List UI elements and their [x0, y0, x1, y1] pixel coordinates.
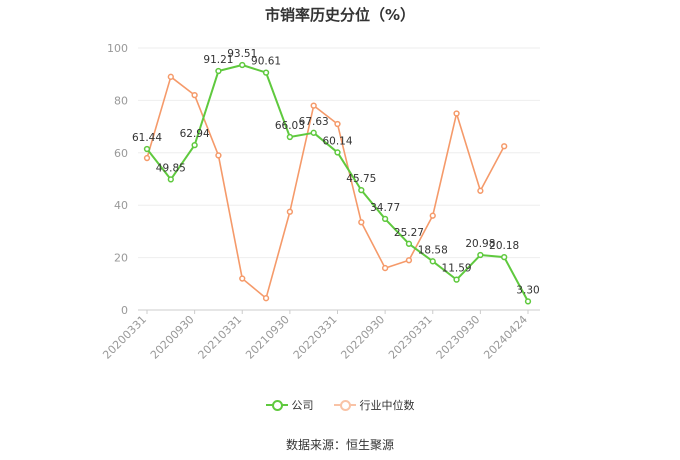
x-tick-label-20220331: 20220331 [291, 313, 340, 362]
x-tick-label-20200930: 20200930 [148, 313, 197, 362]
grid-layer [138, 47, 540, 311]
y-tick-label-20: 20 [114, 252, 128, 265]
point-company-20210930 [286, 133, 294, 141]
x-tick-label-20210930: 20210930 [243, 313, 292, 362]
data-label-company-20201231: 91.21 [203, 54, 233, 66]
point-industry-median-20220930 [381, 264, 389, 272]
data-label-company-20220930: 34.77 [370, 202, 400, 214]
legend-item-company[interactable]: 公司 [265, 397, 314, 413]
point-company-20200630 [167, 176, 174, 183]
legend: 公司 行业中位数 [0, 397, 680, 413]
point-industry-median-20221231 [405, 257, 413, 264]
point-industry-median-20231231 [501, 143, 508, 150]
point-company-20201231 [215, 67, 222, 75]
legend-label-company: 公司 [291, 399, 314, 412]
point-company-20211231 [310, 129, 317, 136]
data-label-company-20230331: 18.58 [418, 244, 448, 256]
point-company-20230630 [453, 276, 460, 283]
point-industry-median-20220630 [358, 219, 365, 226]
data-source-note: 数据来源：恒生聚源 [285, 438, 394, 452]
data-label-company-20210630: 90.61 [251, 56, 281, 68]
point-company-20200331 [143, 145, 151, 153]
point-industry-median-20220331 [334, 120, 341, 128]
legend-swatch-industry-median [333, 399, 356, 411]
x-tick-label-20200331: 20200331 [100, 313, 149, 362]
data-label-company-20230930: 20.98 [465, 238, 495, 250]
point-industry-median-20230630 [453, 110, 460, 117]
data-label-company-20231231: 20.18 [489, 240, 519, 252]
point-industry-median-20200331 [143, 154, 151, 162]
data-label-company-20221231: 25.27 [394, 227, 424, 239]
data-label-company-20200930: 62.94 [180, 128, 210, 140]
data-label-company-20210331: 93.51 [227, 48, 257, 60]
x-tick-label-20240424: 20240424 [481, 313, 530, 362]
point-company-20221231 [405, 240, 413, 247]
data-label-company-20200331: 61.44 [132, 132, 162, 144]
point-company-20200930 [191, 141, 198, 149]
point-industry-median-20211231 [310, 102, 317, 109]
x-tick-label-20230331: 20230331 [386, 313, 435, 362]
data-label-company-20220630: 45.75 [346, 173, 376, 185]
y-tick-label-40: 40 [114, 199, 128, 212]
x-tick-label-20220930: 20220930 [338, 313, 387, 362]
data-label-company-20210930: 66.03 [275, 120, 305, 132]
point-industry-median-20210930 [286, 208, 294, 215]
point-company-20220930 [381, 215, 389, 223]
point-company-20230331 [429, 258, 436, 265]
x-tick-label-20210331: 20210331 [196, 313, 245, 362]
x-tick-label-20230930: 20230930 [434, 313, 483, 362]
data-label-company-20211231: 67.63 [299, 116, 329, 128]
point-company-20230930 [477, 251, 484, 259]
point-industry-median-20201231 [215, 152, 222, 159]
point-company-20210331 [239, 61, 246, 69]
point-industry-median-20200930 [191, 92, 198, 99]
y-tick-label-80: 80 [114, 94, 128, 107]
point-industry-median-20200630 [167, 73, 174, 80]
legend-swatch-company [265, 399, 288, 411]
chart-title: 市销率历史分位（%） [264, 6, 416, 24]
point-industry-median-20230930 [477, 187, 484, 194]
y-tick-label-60: 60 [114, 147, 128, 160]
series-layer [143, 61, 532, 305]
point-industry-median-20210630 [262, 295, 270, 302]
point-company-20210630 [262, 69, 270, 76]
data-label-company-20220331: 60.14 [322, 135, 352, 147]
point-company-20240424 [524, 298, 532, 305]
data-label-company-20230630: 11.59 [442, 263, 472, 275]
point-company-20220630 [358, 186, 365, 194]
point-industry-median-20230331 [429, 212, 436, 219]
point-industry-median-20210331 [239, 275, 246, 282]
series-line-industry-median [146, 76, 505, 300]
legend-label-industry-median: 行业中位数 [359, 399, 415, 412]
legend-item-industry-median[interactable]: 行业中位数 [333, 397, 415, 413]
y-tick-label-0: 0 [121, 304, 128, 317]
y-tick-label-100: 100 [107, 42, 128, 55]
data-label-company-20200630: 49.85 [156, 162, 186, 174]
data-label-company-20240424: 3.30 [516, 284, 539, 296]
axis-layer: 0 20 40 60 80 100 2020033120200930202103312021… [100, 42, 530, 362]
point-company-20231231 [501, 253, 508, 261]
point-company-20220331 [334, 149, 341, 156]
